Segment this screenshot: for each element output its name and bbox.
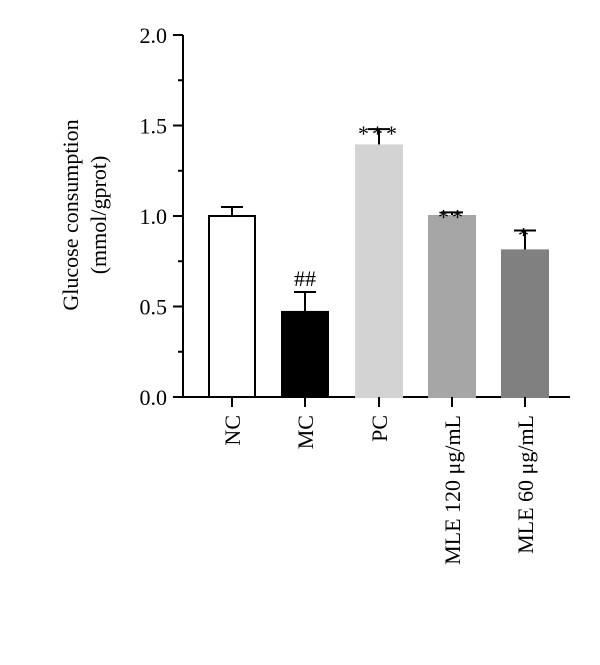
y-tick-label: 0.0: [140, 385, 168, 410]
bar: [208, 215, 256, 398]
x-category-label: MLE 60 μg/mL: [513, 415, 538, 554]
y-tick-label: 0.5: [140, 295, 168, 320]
y-tick-label: 1.0: [140, 204, 168, 229]
bar: [355, 144, 403, 398]
y-tick-label: 2.0: [140, 23, 168, 48]
y-axis-label-line1: Glucose consumption: [58, 119, 83, 310]
significance-label: **: [438, 204, 466, 229]
bar: [428, 215, 476, 398]
x-category-label: MC: [293, 415, 318, 449]
significance-label: ***: [358, 121, 400, 146]
bar: [501, 249, 549, 398]
significance-label: *: [518, 222, 532, 247]
plot-area: 0.0 0.5 1.0 1.5 2.0 NC ## MC *** PC ** MLE 120 μg/m…: [140, 23, 570, 565]
x-category-label: MLE 120 μg/mL: [440, 415, 465, 565]
x-category-label: PC: [367, 415, 392, 442]
y-tick-label: 1.5: [140, 114, 168, 139]
x-category-label: NC: [220, 415, 245, 446]
significance-label: ##: [294, 266, 316, 291]
y-axis-label-line2: (mmol/gprot): [86, 156, 111, 275]
bar: [281, 310, 329, 398]
